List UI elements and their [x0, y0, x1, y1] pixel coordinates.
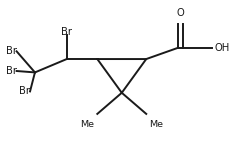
Text: O: O	[177, 8, 184, 18]
Text: Br: Br	[6, 46, 16, 56]
Text: OH: OH	[215, 43, 230, 53]
Text: Br: Br	[61, 27, 72, 37]
Text: Br: Br	[19, 86, 30, 96]
Text: Me: Me	[149, 120, 163, 129]
Text: Br: Br	[6, 66, 16, 76]
Text: Me: Me	[80, 120, 94, 129]
